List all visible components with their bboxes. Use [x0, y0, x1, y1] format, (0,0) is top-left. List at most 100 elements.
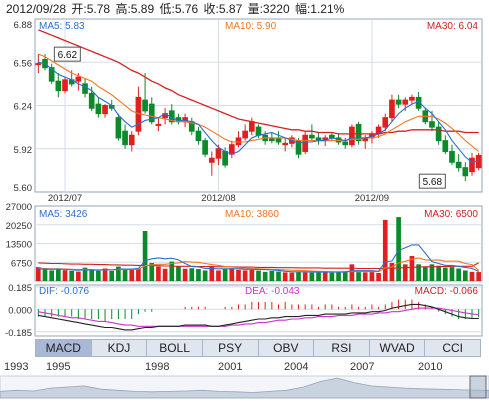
tab-wvad[interactable]: WVAD	[370, 340, 426, 356]
macd-dea-label: DEA: -0.043	[245, 286, 300, 297]
volume-bar	[256, 270, 261, 281]
tab-obv[interactable]: OBV	[259, 340, 315, 356]
candle-body	[155, 123, 162, 126]
volume-bar	[469, 271, 475, 281]
candle-body	[469, 157, 475, 173]
quote-low: 低:5.76	[159, 2, 199, 16]
volume-bar	[62, 270, 68, 281]
quote-high: 高:5.89	[115, 2, 155, 16]
volume-bar	[309, 272, 315, 281]
tab-rsi[interactable]: RSI	[314, 340, 370, 356]
low-annotation-box	[418, 173, 446, 189]
candle-body	[382, 117, 389, 128]
macd-dif-label: DIF: -0.076	[39, 286, 89, 297]
volume-bar	[382, 219, 388, 281]
volume-bar	[89, 269, 95, 281]
candle-body	[82, 83, 88, 94]
price-ma5-label: MA5: 5.83	[39, 21, 85, 32]
price-y-tick: 6.56	[14, 58, 33, 69]
volume-bar	[416, 264, 421, 281]
indicator-tabs: MACD KDJ BOLL PSY OBV RSI WVAD CCI	[35, 339, 481, 357]
volume-bar	[302, 272, 308, 281]
price-x-tick: 2012/08	[201, 193, 235, 204]
quote-change: 幅:1.21%	[294, 2, 345, 16]
candle-body	[255, 126, 262, 136]
overview-year-axis: 1993 1995 1998 2001 2004 2007 2010	[0, 361, 489, 375]
volume-bar	[262, 271, 268, 281]
volume-bar	[349, 264, 355, 281]
volume-bar	[342, 271, 348, 281]
tab-kdj[interactable]: KDJ	[92, 340, 148, 356]
volume-bar	[69, 271, 75, 281]
candle-body	[55, 80, 62, 92]
volume-bar	[436, 265, 441, 281]
volume-bar	[56, 268, 61, 281]
candle-body	[275, 137, 282, 143]
volume-bar	[402, 264, 408, 281]
volume-ma5-line	[38, 244, 479, 273]
volume-bar	[76, 271, 81, 281]
quote-close: 收:5.87	[203, 2, 243, 16]
candle-body	[455, 161, 462, 169]
candle-body	[128, 134, 135, 146]
volume-y-tick: 20250	[6, 221, 32, 232]
volume-bar	[189, 268, 195, 281]
tab-cci[interactable]: CCI	[442, 341, 464, 355]
tab-psy[interactable]: PSY	[203, 340, 259, 356]
overview-year: 1998	[145, 361, 170, 373]
volume-ma30-label: MA30: 6500	[424, 209, 478, 220]
candle-body	[248, 121, 255, 132]
candle-body	[449, 150, 455, 163]
candle-body	[142, 99, 148, 112]
overview-year: 1993	[4, 361, 29, 373]
volume-bar	[322, 272, 328, 281]
candle-body	[442, 140, 449, 152]
volume-bar	[296, 272, 301, 281]
volume-bar	[222, 269, 228, 281]
volume-bar	[176, 266, 181, 281]
volume-bar	[196, 269, 201, 281]
quote-header: 2012/09/28 开:5.78 高:5.89 低:5.76 收:5.87 量…	[6, 0, 346, 16]
volume-bar	[202, 270, 208, 281]
candle-body	[48, 67, 55, 82]
volume-bar	[449, 267, 455, 281]
candle-body	[342, 141, 349, 146]
candle-body	[202, 140, 208, 155]
volume-bar	[429, 264, 435, 281]
candle-body	[429, 121, 435, 128]
candle-body	[195, 130, 202, 142]
high-annotation-box	[53, 46, 81, 62]
volume-bar	[116, 266, 121, 281]
volume-bar	[109, 271, 115, 281]
candle-body	[148, 103, 155, 123]
ma10-line	[38, 53, 480, 152]
ma30-line	[38, 29, 479, 135]
price-x-tick: 2012/07	[48, 193, 82, 204]
candle-body	[115, 117, 122, 139]
candle-body	[435, 126, 442, 142]
volume-bar	[82, 267, 88, 281]
dif-line	[38, 303, 479, 331]
overview-range-handle	[469, 375, 487, 399]
volume-y-tick: 13500	[6, 240, 32, 251]
volume-bar	[236, 269, 241, 281]
price-ma30-label: MA30: 6.04	[427, 21, 479, 32]
volume-bar	[229, 268, 235, 281]
candle-body	[222, 150, 228, 166]
price-y-tick: 6.88	[14, 20, 33, 31]
macd-value-label: MACD: -0.066	[415, 286, 479, 297]
quote-volume: 量:3220	[247, 2, 290, 16]
tab-macd[interactable]: MACD	[36, 340, 92, 356]
volume-bar	[242, 270, 248, 281]
candle-body	[215, 148, 222, 159]
overview-area	[0, 377, 489, 399]
volume-bar	[316, 271, 321, 281]
volume-bar	[129, 269, 135, 281]
candle-body	[102, 105, 108, 115]
volume-y-tick: 6750	[11, 258, 32, 269]
candle-body	[62, 79, 68, 92]
tab-boll[interactable]: BOLL	[147, 340, 203, 356]
candle-body	[228, 144, 235, 155]
candle-body	[462, 167, 469, 177]
